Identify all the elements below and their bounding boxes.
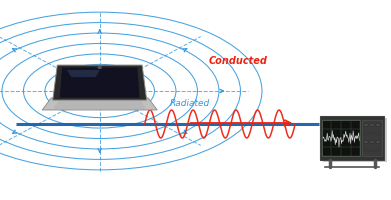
Bar: [370, 150, 374, 151]
Bar: [364, 141, 368, 143]
Bar: [322, 120, 361, 156]
Polygon shape: [53, 65, 147, 100]
Bar: [377, 133, 380, 134]
Bar: [370, 124, 374, 126]
Text: Conducted: Conducted: [209, 56, 268, 66]
Text: Radiated: Radiated: [170, 99, 210, 108]
Polygon shape: [60, 67, 140, 98]
Bar: [370, 133, 374, 134]
Bar: [377, 124, 380, 126]
Bar: [364, 133, 368, 134]
Bar: [364, 150, 368, 151]
Polygon shape: [66, 70, 100, 77]
Bar: [377, 150, 380, 151]
Bar: [362, 120, 382, 156]
Bar: [377, 141, 380, 143]
Bar: [320, 116, 384, 160]
Bar: [370, 141, 374, 143]
Polygon shape: [323, 118, 387, 162]
Bar: [364, 124, 368, 126]
Circle shape: [98, 67, 101, 68]
Polygon shape: [42, 98, 157, 110]
